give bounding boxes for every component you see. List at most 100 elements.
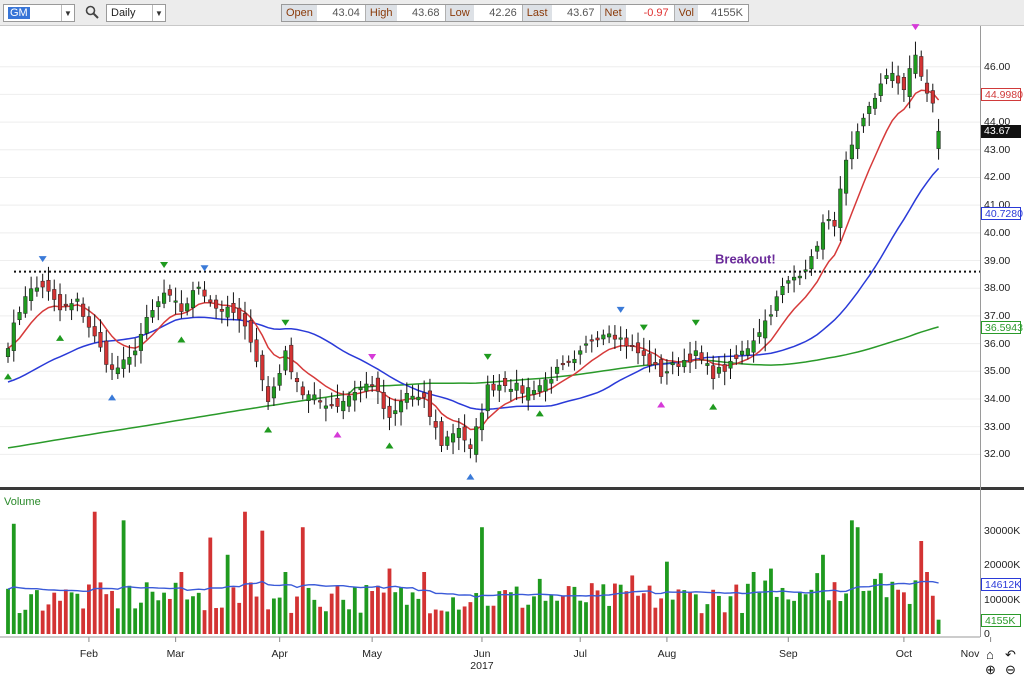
candle-body [214, 299, 219, 309]
volume-bar [520, 607, 525, 634]
volume-bar [930, 595, 935, 634]
volume-bar [566, 586, 571, 634]
volume-bar [861, 591, 866, 634]
volume-bar [208, 537, 213, 634]
volume-bar [133, 608, 138, 634]
candle-body [11, 322, 16, 351]
volume-bar [456, 609, 461, 634]
stat-value: 43.68 [412, 7, 440, 19]
volume-bar [266, 609, 270, 634]
panel-divider[interactable] [0, 487, 1024, 490]
candle-body [156, 301, 161, 308]
candle-body [335, 398, 340, 407]
volume-bar [630, 575, 635, 634]
volume-bar [792, 600, 796, 634]
volume-bar [29, 594, 34, 634]
symbol-input[interactable]: GM ▼ [3, 4, 75, 22]
candle-body [884, 75, 889, 79]
candle-body [121, 359, 126, 369]
volume-bar [300, 527, 305, 634]
volume-bar [248, 582, 253, 634]
month-label: Apr [271, 648, 288, 660]
period-select[interactable]: Daily ▼ [106, 4, 166, 22]
volume-bar [665, 561, 669, 634]
volume-bar [381, 592, 386, 634]
volume-bar [254, 596, 259, 634]
candle-body [219, 308, 224, 312]
volume-bar [734, 584, 739, 634]
candle-body [774, 296, 779, 311]
volume-bar [821, 554, 825, 634]
volume-bar [717, 595, 721, 634]
volume-bar [11, 523, 16, 634]
volume-bar [341, 599, 346, 634]
month-label: Feb [79, 648, 98, 660]
volume-bar [237, 602, 242, 634]
chevron-down-icon[interactable]: ▼ [152, 5, 165, 21]
zoom-out-icon[interactable]: ⊖ [1005, 662, 1016, 677]
volume-bar [647, 585, 652, 634]
volume-bar [173, 582, 178, 634]
volume-bar [849, 520, 854, 634]
volume-bar [162, 592, 166, 634]
candle-body [537, 385, 542, 392]
volume-bar [81, 608, 86, 634]
candle-body [653, 362, 658, 366]
search-icon[interactable] [84, 4, 100, 20]
candle-body [225, 306, 230, 318]
signal-marker [385, 442, 394, 449]
candle-body [46, 279, 51, 292]
undo-icon[interactable]: ↶ [1005, 647, 1016, 662]
volume-bar [121, 520, 126, 634]
volume-average-line [7, 580, 939, 599]
volume-bar [17, 613, 22, 634]
volume-bar [815, 573, 820, 634]
price-tick-label: 42.00 [984, 171, 1011, 184]
volume-bar [69, 592, 74, 634]
volume-bar [526, 604, 531, 634]
candle-body [370, 384, 375, 387]
volume-tick-label: 10000K [984, 593, 1021, 606]
candle-body [416, 396, 421, 401]
home-icon[interactable]: ⌂ [986, 647, 994, 662]
candle-body [687, 353, 693, 363]
volume-bar [404, 604, 409, 634]
volume-bar [387, 568, 392, 634]
zoom-in-icon[interactable]: ⊕ [985, 662, 996, 677]
volume-bar [23, 609, 28, 634]
candle-body [901, 77, 906, 91]
chevron-down-icon[interactable]: ▼ [61, 5, 74, 21]
month-label: Oct [895, 648, 913, 660]
candle-body [312, 394, 317, 401]
symbol-text: GM [8, 7, 30, 19]
volume-bar [740, 612, 744, 634]
candle-body [607, 333, 612, 338]
candle-body [5, 348, 11, 357]
candle-body [40, 280, 45, 288]
stat-label: Vol [674, 5, 698, 21]
candle-body [740, 350, 745, 355]
volume-bar [757, 592, 762, 634]
volume-bar [347, 609, 351, 634]
volume-bar [896, 589, 901, 634]
candle-body [659, 359, 664, 377]
volume-bar [549, 594, 554, 634]
ma-mid-line [7, 167, 940, 411]
signal-marker [281, 319, 290, 326]
volume-bar [728, 596, 733, 634]
candle-body [277, 373, 282, 386]
volume-bar [688, 591, 692, 634]
candle-body [815, 245, 820, 252]
candle-body [439, 421, 444, 446]
candle-body [878, 83, 883, 96]
volume-bar [6, 588, 10, 634]
volume-bar [52, 592, 57, 634]
volume-bar [150, 591, 155, 634]
candle-body [786, 280, 791, 284]
volume-bar [751, 572, 756, 634]
volume-bar [260, 530, 265, 634]
volume-bar [139, 602, 143, 634]
volume-tag: 4155K [981, 613, 1021, 627]
volume-bar [884, 597, 889, 634]
